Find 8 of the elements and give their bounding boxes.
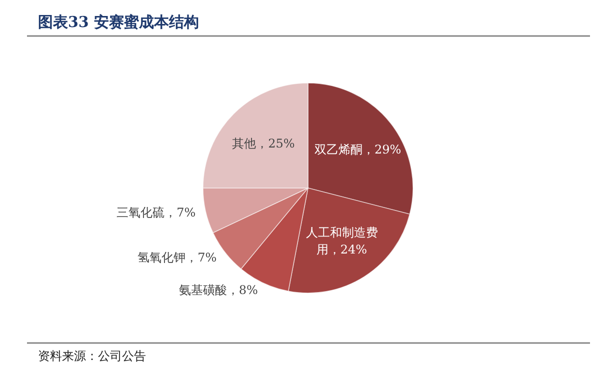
text: 资料来源：公司公告 — [38, 349, 146, 363]
slice-label: 其他，25% — [232, 136, 295, 150]
slice-label: 三氧化硫，7% — [116, 206, 196, 220]
slice-label: 人工和制造费用，24% — [306, 226, 378, 257]
slice-label: 氨基磺酸，8% — [178, 283, 258, 298]
chart-title: 图表33 安赛蜜成本结构 — [38, 13, 200, 31]
slice-label: 双乙烯酮，29% — [314, 142, 402, 156]
slice-label: 氢氧化钾，7% — [138, 250, 217, 264]
